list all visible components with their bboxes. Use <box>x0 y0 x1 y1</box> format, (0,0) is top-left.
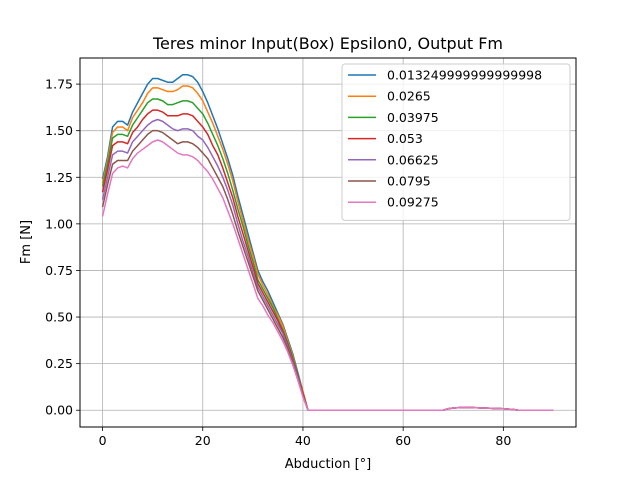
x-tick-label: 60 <box>395 433 411 448</box>
y-tick-label: 1.75 <box>45 77 73 92</box>
y-tick-label: 0.75 <box>45 263 73 278</box>
series-line <box>101 139 554 411</box>
legend-entry-label: 0.013249999999999998 <box>387 68 542 83</box>
legend-entry-label: 0.0265 <box>387 89 431 104</box>
legend-entry-label: 0.053 <box>387 131 423 146</box>
y-tick-label: 1.00 <box>45 216 73 231</box>
legend-entry-label: 0.09275 <box>387 195 439 210</box>
y-axis-label: Fm [N] <box>19 220 34 264</box>
y-tick-label: 0.50 <box>45 310 73 325</box>
y-tick-label: 0.00 <box>45 403 73 418</box>
y-tick-label: 1.25 <box>45 170 73 185</box>
legend-entry-label: 0.06625 <box>387 152 439 167</box>
legend-box <box>341 63 571 221</box>
y-tick-label: 1.50 <box>45 123 73 138</box>
y-tick-label: 0.25 <box>45 356 73 371</box>
x-axis-label: Abduction [°] <box>285 457 371 472</box>
legend-entry-label: 0.0795 <box>387 174 431 189</box>
legend: 0.013249999999999998 0.0265 0.03975 0.053 0.… <box>341 63 571 221</box>
x-tick-label: 0 <box>99 433 107 448</box>
x-tick-label: 80 <box>495 433 511 448</box>
legend-entry-label: 0.03975 <box>387 110 439 125</box>
y-axis: 0.00 0.25 0.50 0.75 1.00 1.25 1.50 1.75 <box>45 77 80 418</box>
x-tick-label: 40 <box>295 433 311 448</box>
x-tick-label: 20 <box>195 433 211 448</box>
series-lines <box>101 74 554 411</box>
axes-frame <box>79 57 577 428</box>
x-axis: 0 20 40 60 80 <box>99 427 511 448</box>
chart-title: Teres minor Input(Box) Epsilon0, Output … <box>152 34 503 53</box>
